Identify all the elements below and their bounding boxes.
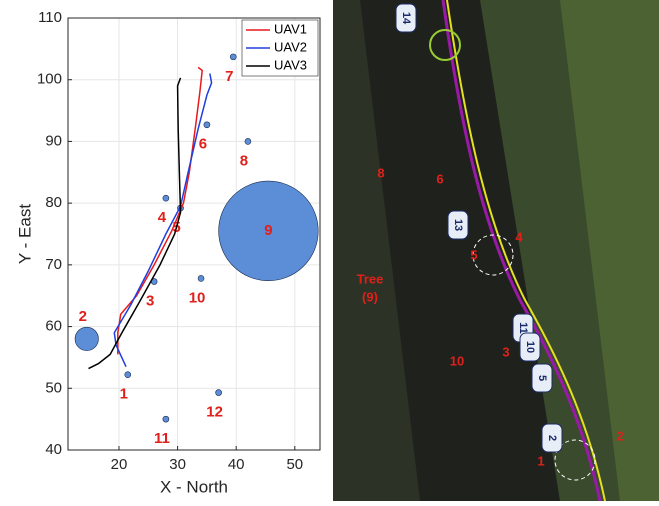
obstacle [124, 371, 132, 379]
obstacle [215, 389, 222, 396]
image-circle [429, 29, 461, 61]
axes-box [67, 17, 321, 451]
y-tick-label: 70 [45, 256, 62, 273]
image-label: Tree [357, 271, 384, 286]
y-axis-label: Y - East [15, 204, 34, 264]
obstacle [244, 138, 252, 145]
obstacle [197, 275, 205, 282]
image-label: 4 [515, 229, 523, 244]
image-badge-label: 11 [517, 322, 529, 334]
image-badge [541, 423, 563, 453]
image-label: 3 [502, 344, 509, 359]
image-badge [531, 363, 553, 393]
obstacle-label: 4 [158, 209, 167, 226]
image-badge-label: 14 [400, 12, 412, 25]
obstacle-label: 2 [79, 308, 87, 325]
x-tick-label: 20 [111, 456, 128, 473]
y-tick-label: 50 [45, 379, 62, 396]
obstacle-label: 1 [120, 386, 128, 403]
image-label: 6 [436, 171, 443, 186]
obstacle [162, 415, 170, 423]
image-label: 2 [616, 428, 623, 443]
image-path [441, 0, 602, 502]
image-label: 5 [470, 247, 477, 262]
satellite-image: 1 2 3 4 5 6 8 10 Tree (9) 14 13 11 10 5 2 [333, 0, 659, 502]
obstacle [162, 194, 170, 202]
obstacle [218, 180, 319, 282]
image-badge-label: 2 [546, 435, 558, 441]
y-tick-label: 90 [45, 132, 62, 149]
image-circle [472, 234, 514, 276]
obstacle-label: 3 [146, 292, 154, 309]
obstacle [74, 326, 99, 351]
image-label: 8 [377, 165, 384, 180]
image-badge [395, 3, 417, 33]
image-shadow [360, 0, 560, 501]
obstacle-label: 11 [154, 430, 170, 447]
image-badge-label: 13 [452, 219, 464, 231]
obstacle-label: 10 [189, 289, 206, 306]
y-tick-label: 60 [45, 318, 62, 335]
obstacle-label: 7 [225, 68, 233, 85]
obstacle-label: 8 [240, 152, 248, 169]
image-badge-label: 10 [524, 341, 536, 353]
y-tick-label: 110 [38, 9, 62, 26]
y-tick-label: 40 [45, 441, 62, 458]
y-tick-label: 100 [37, 71, 62, 88]
x-tick-label: 50 [286, 456, 303, 473]
legend-label: UAV1 [274, 21, 307, 36]
obstacle-label: 9 [264, 222, 272, 239]
image-badge-label: 5 [536, 375, 548, 381]
image-label: 1 [537, 453, 544, 468]
trajectory [113, 73, 213, 367]
image-badge [447, 210, 469, 240]
x-axis-label: X - North [160, 477, 228, 496]
image-field [560, 0, 659, 501]
image-path-2 [446, 0, 606, 502]
trajectory [88, 77, 182, 370]
image-label: (9) [362, 289, 378, 304]
x-tick-label: 30 [169, 456, 186, 473]
x-tick-label: 40 [228, 456, 245, 473]
obstacle-label: 12 [206, 404, 223, 421]
trajectory [117, 66, 203, 355]
obstacle [203, 121, 211, 129]
legend-label: UAV3 [274, 57, 307, 72]
image-badge [519, 332, 541, 362]
image-label: 10 [450, 353, 464, 368]
y-tick-label: 80 [45, 194, 62, 211]
image-circle [554, 439, 596, 481]
obstacle [229, 53, 237, 61]
legend-label: UAV2 [274, 39, 307, 54]
obstacle-label: 6 [199, 136, 207, 153]
